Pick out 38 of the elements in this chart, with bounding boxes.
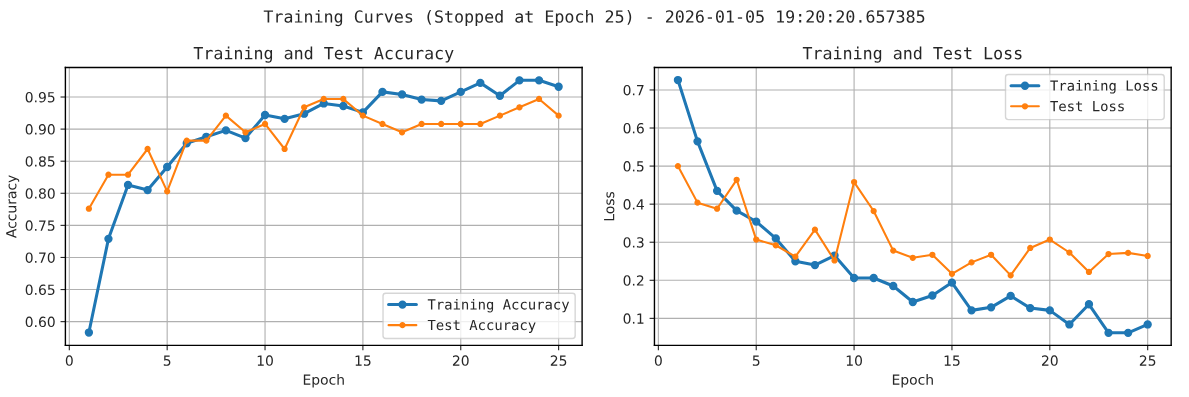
y-tick-label: 0.85 [25, 156, 55, 167]
y-tick-label: 0.80 [25, 188, 55, 199]
y-tick-label: 0.4 [623, 199, 644, 210]
x-tick-label: 10 [846, 355, 862, 366]
y-tick-label: 0.95 [25, 91, 55, 103]
y-tick-label: 0.1 [623, 313, 644, 324]
legend-label: Test Loss [1050, 101, 1124, 112]
y-tick-label: 0.2 [623, 275, 644, 286]
x-tick-label: 15 [944, 355, 960, 366]
text: Training Curves (Stopped at Epoch 25) - 2026-01-05 19:20:20.657385 [263, 9, 925, 27]
chart-title: Training and Test Loss [802, 46, 1022, 63]
y-tick-label: 0.90 [25, 124, 55, 135]
x-tick-label: 5 [163, 355, 171, 366]
legend-label: Training Loss [1050, 80, 1158, 94]
y-tick-label: 0.6 [623, 122, 644, 134]
y-tick-label: 0.3 [623, 237, 644, 248]
x-tick-label: 5 [752, 355, 760, 366]
y-tick-label: 0.70 [25, 252, 55, 263]
x-tick-label: 25 [550, 355, 567, 366]
x-tick-label: 20 [1042, 355, 1058, 366]
legend-label: Test Accuracy [427, 319, 536, 333]
x-axis-title: Epoch [303, 374, 344, 388]
y-axis-title: Accuracy [6, 175, 20, 239]
x-tick-label: 20 [452, 355, 469, 366]
y-axis-title: Loss [604, 191, 615, 221]
x-tick-label: 10 [257, 355, 273, 366]
y-tick-label: 0.5 [623, 161, 644, 172]
y-tick-label: 0.65 [25, 284, 55, 296]
legend-label: Training Accuracy [427, 298, 570, 313]
x-tick-label: 0 [654, 355, 662, 366]
x-tick-label: 0 [65, 355, 73, 366]
x-tick-label: 15 [355, 355, 371, 366]
y-tick-label: 0.60 [25, 316, 55, 328]
chart-title: Training and Test Accuracy [193, 46, 454, 63]
x-axis-title: Epoch [892, 374, 933, 388]
y-tick-label: 0.7 [623, 84, 644, 96]
y-tick-label: 0.75 [25, 220, 55, 231]
x-tick-label: 25 [1139, 355, 1156, 366]
